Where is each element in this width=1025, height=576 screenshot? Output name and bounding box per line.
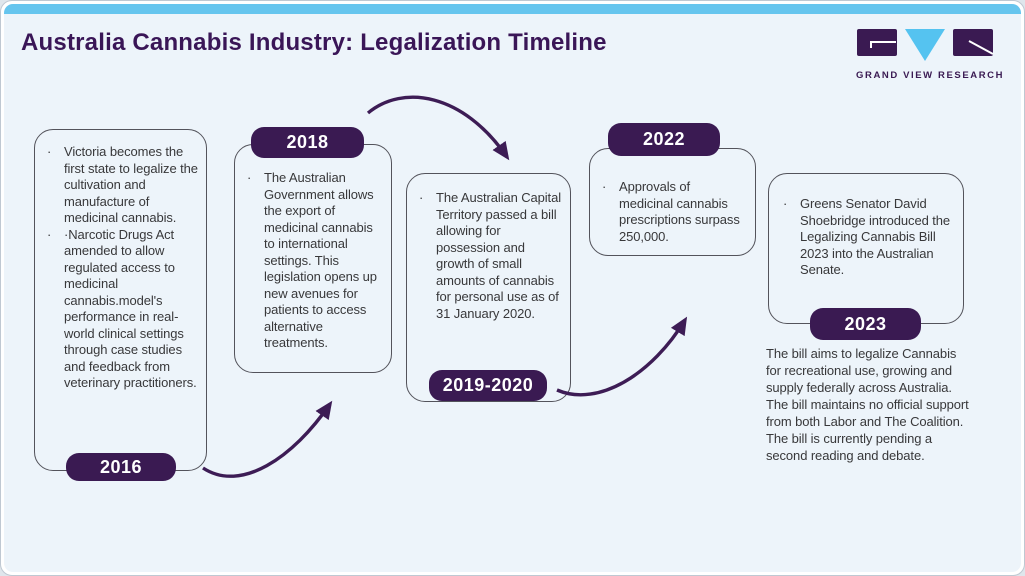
bullet-item: · ·Narcotic Drugs Act amended to allow r… xyxy=(45,227,198,392)
g-mark xyxy=(870,41,896,48)
timeline-card-2018: · The Australian Government allows the e… xyxy=(234,144,392,373)
bullet-text: The Australian Capital Territory passed … xyxy=(436,190,561,321)
bullet-text: The Australian Government allows the exp… xyxy=(264,170,377,350)
card-text-2023: · Greens Senator David Shoebridge introd… xyxy=(769,174,963,279)
bullet-dot: · xyxy=(602,179,607,194)
bullet-item: · The Australian Capital Territory passe… xyxy=(417,190,562,322)
card-text-2022: · Approvals of medicinal cannabis prescr… xyxy=(590,149,755,245)
card-text-2019-2020: · The Australian Capital Territory passe… xyxy=(407,174,570,322)
top-accent-bar xyxy=(4,4,1021,14)
timeline-card-2016: · Victoria becomes the first state to le… xyxy=(34,129,207,471)
year-badge-2023: 2023 xyxy=(810,308,921,340)
card-text-2016: · Victoria becomes the first state to le… xyxy=(35,130,206,392)
bullet-item: · Approvals of medicinal cannabis prescr… xyxy=(600,179,747,245)
timeline-card-2023: · Greens Senator David Shoebridge introd… xyxy=(768,173,964,324)
bullet-item: · The Australian Government allows the e… xyxy=(245,170,383,352)
card-text-2018: · The Australian Government allows the e… xyxy=(235,145,391,352)
bullet-text: Greens Senator David Shoebridge introduc… xyxy=(800,196,951,277)
bullet-item: · Victoria becomes the first state to le… xyxy=(45,144,198,227)
bullet-dot: · xyxy=(247,170,252,185)
bullet-dot: · xyxy=(47,226,52,242)
year-badge-2018: 2018 xyxy=(251,127,364,158)
bullet-dot: · xyxy=(47,144,52,159)
r-mark xyxy=(968,40,994,55)
timeline-card-2022: · Approvals of medicinal cannabis prescr… xyxy=(589,148,756,256)
bullet-text: ·Narcotic Drugs Act amended to allow reg… xyxy=(64,226,197,391)
bullet-text: Approvals of medicinal cannabis prescrip… xyxy=(619,179,740,244)
year-badge-2016: 2016 xyxy=(66,453,176,481)
gvr-logo-icon xyxy=(857,29,994,61)
grand-view-research-logo: GRAND VIEW RESEARCH xyxy=(856,28,1005,81)
year-badge-2022: 2022 xyxy=(608,123,720,156)
timeline-card-2019-2020: · The Australian Capital Territory passe… xyxy=(406,173,571,402)
footnote-2023: The bill aims to legalize Cannabis for r… xyxy=(766,346,969,463)
bullet-dot: · xyxy=(783,196,788,211)
v-triangle-icon xyxy=(905,29,945,61)
page-title: Australia Cannabis Industry: Legalizatio… xyxy=(21,29,607,56)
bullet-text: Victoria becomes the first state to lega… xyxy=(64,144,198,225)
logo-text: GRAND VIEW RESEARCH xyxy=(856,70,1005,81)
bullet-item: · Greens Senator David Shoebridge introd… xyxy=(781,196,955,279)
bullet-dot: · xyxy=(419,190,424,205)
infographic-background xyxy=(4,4,1021,572)
year-badge-2019-2020: 2019-2020 xyxy=(429,370,547,401)
